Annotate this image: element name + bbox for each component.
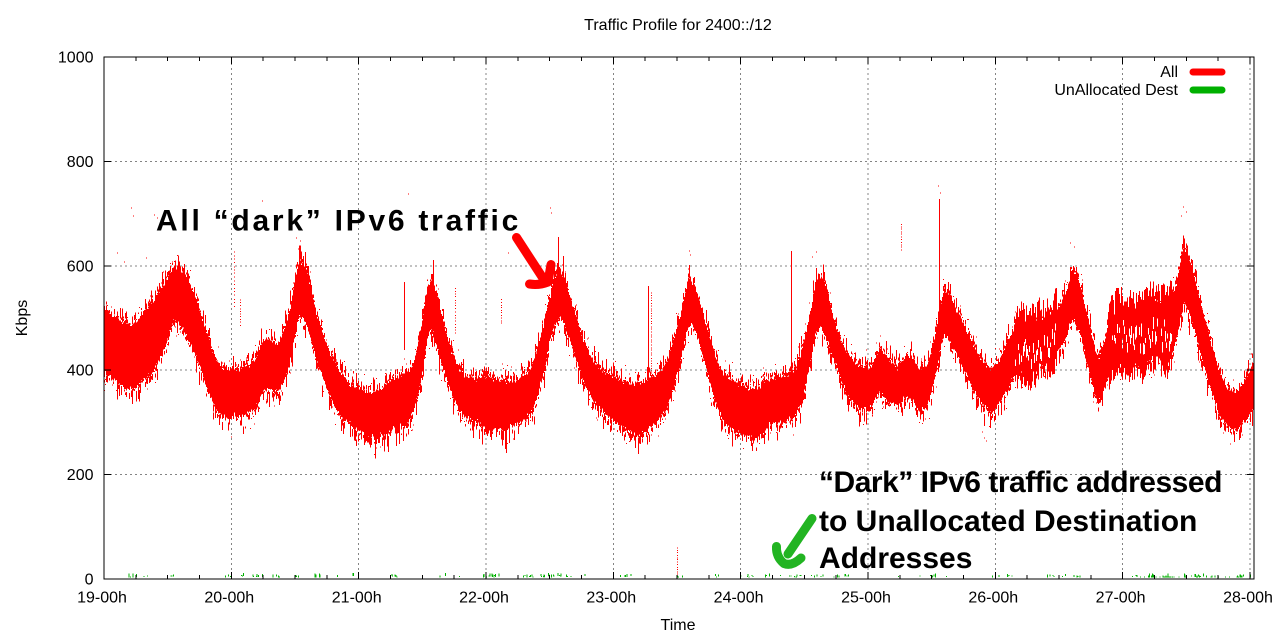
svg-text:28-00h: 28-00h xyxy=(1223,590,1273,607)
svg-text:Kbps: Kbps xyxy=(14,300,31,336)
svg-text:All: All xyxy=(1160,64,1178,81)
svg-text:1000: 1000 xyxy=(58,50,94,67)
svg-text:Time: Time xyxy=(661,617,696,634)
svg-text:20-00h: 20-00h xyxy=(204,590,254,607)
svg-text:22-00h: 22-00h xyxy=(459,590,509,607)
svg-text:0: 0 xyxy=(85,572,94,589)
svg-text:23-00h: 23-00h xyxy=(586,590,636,607)
svg-text:27-00h: 27-00h xyxy=(1096,590,1146,607)
svg-text:21-00h: 21-00h xyxy=(332,590,382,607)
svg-text:25-00h: 25-00h xyxy=(841,590,891,607)
svg-text:19-00h: 19-00h xyxy=(77,590,127,607)
svg-text:Traffic Profile for 2400::/12: Traffic Profile for 2400::/12 xyxy=(584,17,772,34)
svg-text:24-00h: 24-00h xyxy=(714,590,764,607)
svg-text:400: 400 xyxy=(67,363,94,380)
svg-text:“Dark” IPv6 traffic addressed: “Dark” IPv6 traffic addressed xyxy=(819,466,1222,499)
svg-text:200: 200 xyxy=(67,467,94,484)
svg-text:to Unallocated Destination: to Unallocated Destination xyxy=(819,505,1197,538)
svg-text:Addresses: Addresses xyxy=(819,542,972,575)
svg-text:600: 600 xyxy=(67,258,94,275)
svg-text:All “dark” IPv6 traffic: All “dark” IPv6 traffic xyxy=(156,205,521,238)
svg-text:26-00h: 26-00h xyxy=(968,590,1018,607)
svg-text:800: 800 xyxy=(67,154,94,171)
svg-text:UnAllocated Dest: UnAllocated Dest xyxy=(1054,82,1178,99)
